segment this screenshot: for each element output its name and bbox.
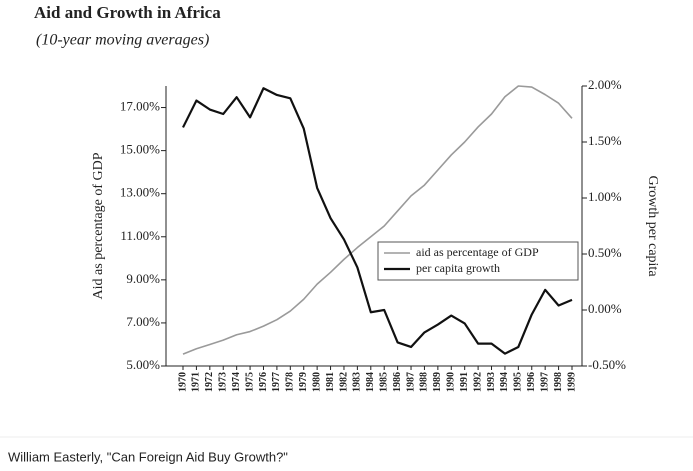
x-tick-label: 1984	[365, 372, 376, 392]
x-tick-label: 1979	[298, 372, 309, 392]
x-tick-label: 1980	[311, 372, 322, 392]
y-axis-label: Aid as percentage of GDP	[91, 152, 106, 299]
x-tick-label: 1985	[379, 372, 390, 392]
x-tick-label: 1973	[218, 372, 229, 392]
legend-label: per capita growth	[416, 261, 500, 275]
legend-box	[377, 241, 579, 281]
x-tick-label: 1972	[204, 372, 215, 392]
y2-tick-label: -0.50%	[588, 357, 626, 372]
x-tick-label: 1998	[553, 372, 564, 392]
chart-subtitle: (10-year moving averages)	[36, 32, 209, 49]
x-tick-label: 1976	[258, 372, 269, 392]
x-tick-label: 1970	[177, 372, 188, 392]
x-tick-label: 1992	[472, 372, 483, 392]
x-tick-label: 1975	[244, 372, 255, 392]
y-tick-label: 13.00%	[120, 185, 160, 200]
source: William Easterly, "Can Foreign Aid Buy G…	[8, 449, 288, 464]
x-tick-label: 1983	[352, 372, 363, 392]
x-tick-label: 1974	[231, 372, 242, 392]
x-tick-label: 1971	[191, 372, 202, 392]
x-tick-label: 1991	[459, 372, 470, 392]
x-tick-label: 1989	[432, 372, 443, 392]
x-tick-label: 1987	[405, 372, 416, 392]
x-tick-label: 1994	[499, 372, 510, 392]
x-tick-label: 1981	[325, 372, 336, 392]
x-tick-label: 1999	[566, 372, 577, 392]
y2-tick-label: 2.00%	[588, 77, 622, 92]
y-tick-label: 15.00%	[120, 142, 160, 157]
y2-axis-label: Growth per capita	[645, 175, 660, 277]
x-tick-label: 1995	[513, 372, 524, 392]
y2-tick-label: 1.00%	[588, 189, 622, 204]
x-tick-label: 1986	[392, 372, 403, 392]
series-line	[182, 87, 573, 355]
x-tick-label: 1982	[338, 372, 349, 392]
y-tick-label: 9.00%	[126, 271, 160, 286]
y2-tick-label: 0.50%	[588, 245, 622, 260]
y2-tick-label: 1.50%	[588, 133, 622, 148]
x-tick-label: 1997	[539, 372, 550, 392]
chart-title: Aid and Growth in Africa	[34, 3, 221, 22]
y-tick-label: 11.00%	[120, 228, 160, 243]
x-tick-label: 1996	[526, 372, 537, 392]
x-tick-label: 1978	[285, 372, 296, 392]
x-tick-label: 1993	[486, 372, 497, 392]
series-line	[182, 85, 573, 355]
x-tick-label: 1990	[446, 372, 457, 392]
y-tick-label: 17.00%	[120, 99, 160, 114]
y-tick-label: 5.00%	[126, 357, 160, 372]
x-tick-label: 1977	[271, 372, 282, 392]
legend-label: aid as percentage of GDP	[416, 245, 539, 259]
y2-tick-label: 0.00%	[588, 301, 622, 316]
x-tick-label: 1988	[419, 372, 430, 392]
y-tick-label: 7.00%	[126, 314, 160, 329]
